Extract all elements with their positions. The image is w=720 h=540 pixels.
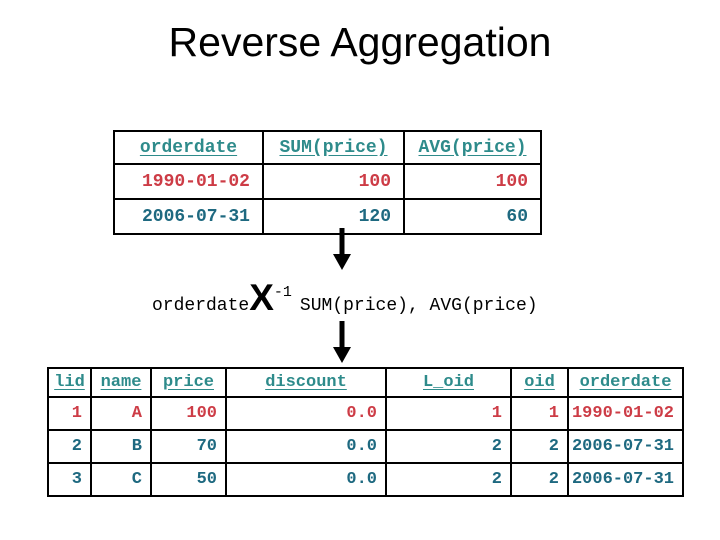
table-cell: 120: [262, 198, 405, 235]
table-cell: 2006-07-31: [567, 429, 684, 464]
detail-table-header-row: lid name price discount L_oid oid orderd…: [47, 367, 684, 398]
column-header-name: name: [90, 367, 152, 398]
formula-operator: X: [249, 277, 274, 318]
slide-title: Reverse Aggregation: [168, 19, 552, 65]
table-cell: A: [90, 396, 152, 431]
table-cell: 0.0: [225, 462, 387, 497]
table-cell: 60: [403, 198, 542, 235]
column-header-price: price: [150, 367, 227, 398]
table-cell: 2: [385, 429, 512, 464]
table-cell: 2006-07-31: [113, 198, 264, 235]
table-row: 2006-07-31 120 60: [113, 198, 542, 235]
table-cell: 100: [150, 396, 227, 431]
detail-table: lid name price discount L_oid oid orderd…: [47, 367, 684, 497]
table-cell: 2: [47, 429, 92, 464]
column-header-l-oid: L_oid: [385, 367, 512, 398]
table-cell: 2: [385, 462, 512, 497]
table-cell: 3: [47, 462, 92, 497]
column-header-sum-price: SUM(price): [262, 130, 405, 165]
table-cell: 70: [150, 429, 227, 464]
table-row: 3 C 50 0.0 2 2 2006-07-31: [47, 462, 684, 497]
column-header-orderdate: orderdate: [113, 130, 264, 165]
table-cell: C: [90, 462, 152, 497]
table-row: 1 A 100 0.0 1 1 1990-01-02: [47, 396, 684, 431]
column-header-discount: discount: [225, 367, 387, 398]
formula-exponent: -1: [273, 284, 292, 301]
formula-aggregates: SUM(price), AVG(price): [299, 296, 538, 316]
table-cell: 1: [385, 396, 512, 431]
table-cell: 2: [510, 462, 569, 497]
column-header-avg-price: AVG(price): [403, 130, 542, 165]
aggregate-table: orderdate SUM(price) AVG(price) 1990-01-…: [113, 130, 542, 235]
formula: orderdateX-1 SUM(price), AVG(price): [152, 272, 538, 327]
table-cell: 0.0: [225, 396, 387, 431]
down-arrow-icon: [333, 228, 351, 270]
table-cell: 100: [403, 163, 542, 200]
table-cell: 50: [150, 462, 227, 497]
aggregate-table-header-row: orderdate SUM(price) AVG(price): [113, 130, 542, 165]
table-cell: 2: [510, 429, 569, 464]
column-header-orderdate: orderdate: [567, 367, 684, 398]
down-arrow-icon: [333, 321, 351, 363]
formula-groupby-attribute: orderdate: [152, 296, 250, 316]
table-cell: 1: [47, 396, 92, 431]
column-header-oid: oid: [510, 367, 569, 398]
table-cell: 1: [510, 396, 569, 431]
table-cell: 2006-07-31: [567, 462, 684, 497]
table-cell: 1990-01-02: [113, 163, 264, 200]
table-row: 1990-01-02 100 100: [113, 163, 542, 200]
table-cell: 1990-01-02: [567, 396, 684, 431]
table-cell: 0.0: [225, 429, 387, 464]
column-header-lid: lid: [47, 367, 92, 398]
table-cell: B: [90, 429, 152, 464]
table-cell: 100: [262, 163, 405, 200]
table-row: 2 B 70 0.0 2 2 2006-07-31: [47, 429, 684, 464]
